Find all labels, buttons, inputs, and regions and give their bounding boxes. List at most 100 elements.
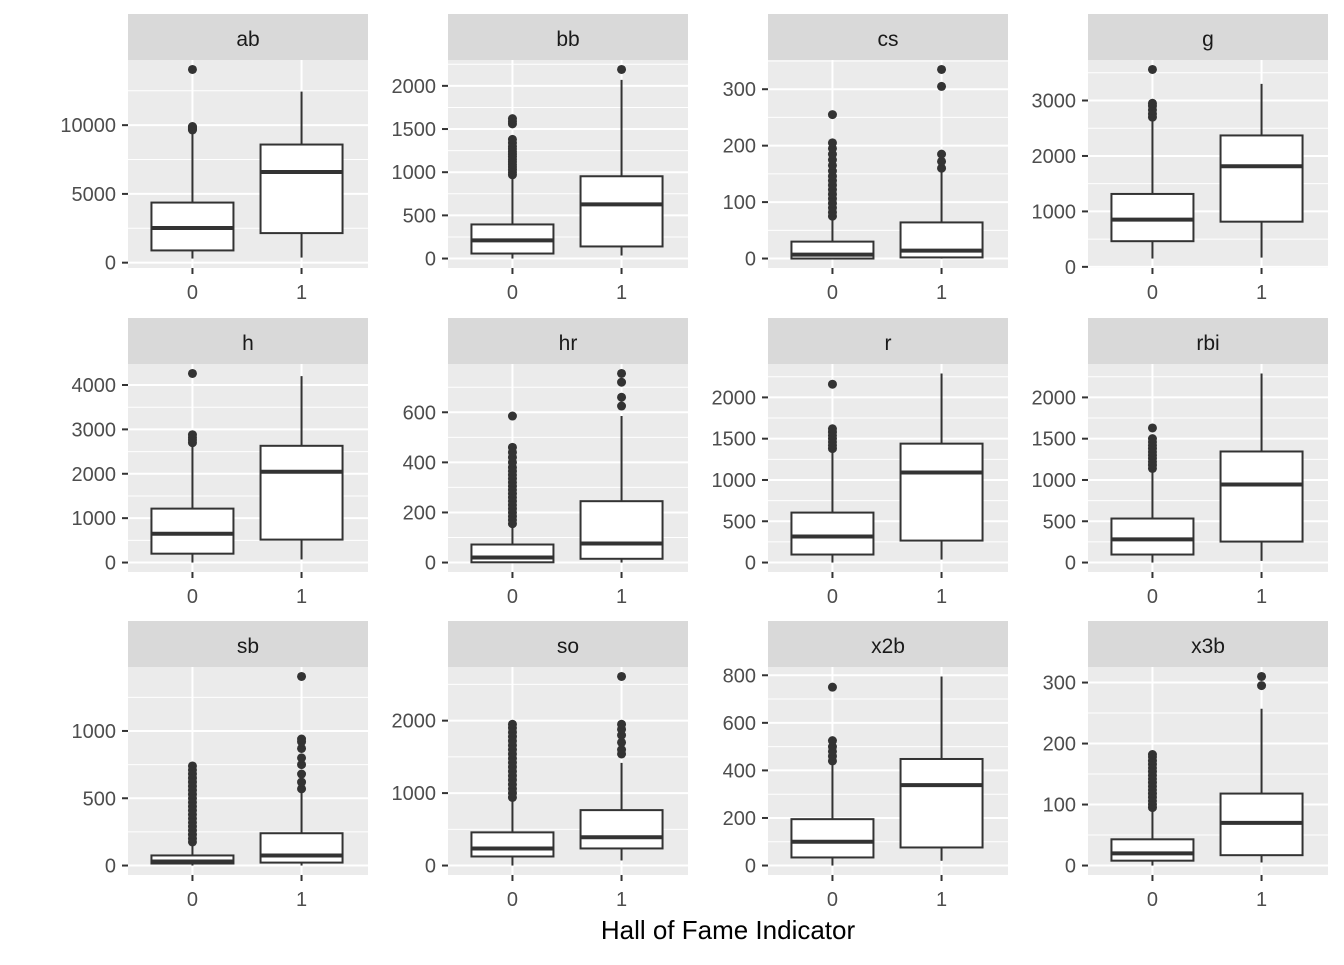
outlier-point	[507, 134, 517, 144]
strip-label: h	[242, 332, 254, 355]
outlier-point	[507, 114, 517, 124]
y-tick-label: 100	[1043, 795, 1076, 817]
outlier-point	[617, 368, 627, 378]
outlier-point	[937, 64, 947, 74]
y-tick-label: 0	[1065, 553, 1076, 575]
outlier-point	[297, 671, 307, 681]
box-group-1	[1219, 373, 1304, 561]
box-group-0	[150, 64, 235, 259]
outlier-point	[1147, 423, 1157, 433]
x-tick-label: 1	[296, 282, 307, 304]
outlier-point	[937, 156, 947, 166]
y-tick-label: 400	[403, 452, 436, 474]
outlier-point	[187, 368, 197, 378]
x-tick-label: 1	[1256, 586, 1267, 608]
outlier-point	[937, 163, 947, 173]
y-tick-label: 1000	[72, 721, 117, 743]
y-tick-label: 2000	[392, 76, 437, 98]
strip-background	[128, 318, 368, 364]
box-group-1	[899, 373, 984, 560]
strip-background	[448, 621, 688, 667]
outlier-point	[297, 753, 307, 763]
strip-label: so	[557, 635, 579, 658]
y-tick-label: 10000	[60, 115, 116, 137]
box-group-1	[1219, 83, 1304, 258]
y-tick-label: 300	[723, 79, 756, 101]
box-group-0	[470, 719, 555, 866]
facet-so: so 0 1000 2000 0 1	[392, 621, 688, 911]
outlier-point	[617, 377, 627, 387]
outlier-point	[1147, 750, 1157, 760]
box-group-1	[259, 376, 344, 560]
y-tick-label: 5000	[72, 184, 117, 206]
y-tick-label: 0	[425, 249, 436, 271]
outlier-point	[187, 430, 197, 440]
x-axis-title: Hall of Fame Indicator	[601, 915, 856, 945]
outlier-point	[297, 743, 307, 753]
box-iqr	[1110, 838, 1195, 862]
strip-label: cs	[878, 28, 899, 51]
outlier-point	[297, 784, 307, 794]
facet-hr: hr 0 200 400 600 0 1	[403, 318, 688, 608]
y-tick-label: 0	[105, 253, 116, 275]
outlier-point	[827, 736, 837, 746]
strip-label: hr	[559, 332, 578, 355]
strip-background	[1088, 621, 1328, 667]
facet-x2b: x2b 0 200 400 600 800 0 1	[723, 621, 1008, 911]
box-group-0	[150, 368, 235, 563]
y-tick-label: 600	[723, 713, 756, 735]
y-tick-label: 500	[83, 788, 116, 810]
strip-label: sb	[237, 635, 259, 658]
box-group-1	[579, 368, 664, 563]
x-tick-label: 1	[296, 889, 307, 911]
box-iqr	[579, 175, 664, 248]
x-tick-label: 0	[507, 282, 518, 304]
box-iqr	[790, 818, 875, 859]
outlier-point	[617, 737, 627, 747]
y-tick-label: 0	[425, 553, 436, 575]
outlier-point	[617, 719, 627, 729]
facet-cs: cs 0 100 200 300 0 1	[723, 14, 1008, 304]
outlier-point	[507, 411, 517, 421]
x-tick-label: 0	[1147, 586, 1158, 608]
y-tick-label: 1500	[392, 119, 437, 141]
box-group-1	[579, 671, 664, 861]
outlier-point	[507, 719, 517, 729]
box-iqr	[790, 511, 875, 556]
y-tick-label: 1000	[72, 508, 117, 530]
x-tick-label: 1	[616, 586, 627, 608]
y-tick-label: 1500	[1032, 429, 1077, 451]
y-tick-label: 0	[105, 856, 116, 878]
outlier-point	[1257, 681, 1267, 691]
y-tick-label: 0	[745, 856, 756, 878]
y-tick-label: 3000	[72, 419, 117, 441]
box-iqr	[899, 757, 984, 849]
box-group-0	[790, 110, 875, 260]
y-tick-label: 4000	[72, 375, 117, 397]
x-tick-label: 0	[827, 282, 838, 304]
x-tick-label: 0	[1147, 889, 1158, 911]
y-tick-label: 0	[745, 249, 756, 271]
box-iqr	[1219, 134, 1304, 223]
strip-background	[768, 14, 1008, 60]
strip-label: r	[885, 332, 892, 355]
box-group-1	[899, 64, 984, 259]
y-tick-label: 1000	[392, 783, 437, 805]
box-iqr	[579, 500, 664, 560]
box-iqr	[470, 831, 555, 858]
box-iqr	[470, 543, 555, 564]
strip-background	[128, 621, 368, 667]
box-group-0	[470, 114, 555, 259]
strip-label: x2b	[871, 635, 905, 658]
y-tick-label: 0	[745, 553, 756, 575]
y-tick-label: 500	[723, 511, 756, 533]
facet-sb: sb 0 500 1000 0 1	[72, 621, 368, 911]
outlier-point	[187, 761, 197, 771]
y-tick-label: 2000	[712, 387, 757, 409]
outlier-point	[827, 424, 837, 434]
facet-g: g 0 1000 2000 3000 0 1	[1032, 14, 1328, 304]
x-tick-label: 1	[616, 889, 627, 911]
strip-background	[448, 14, 688, 60]
outlier-point	[507, 442, 517, 452]
